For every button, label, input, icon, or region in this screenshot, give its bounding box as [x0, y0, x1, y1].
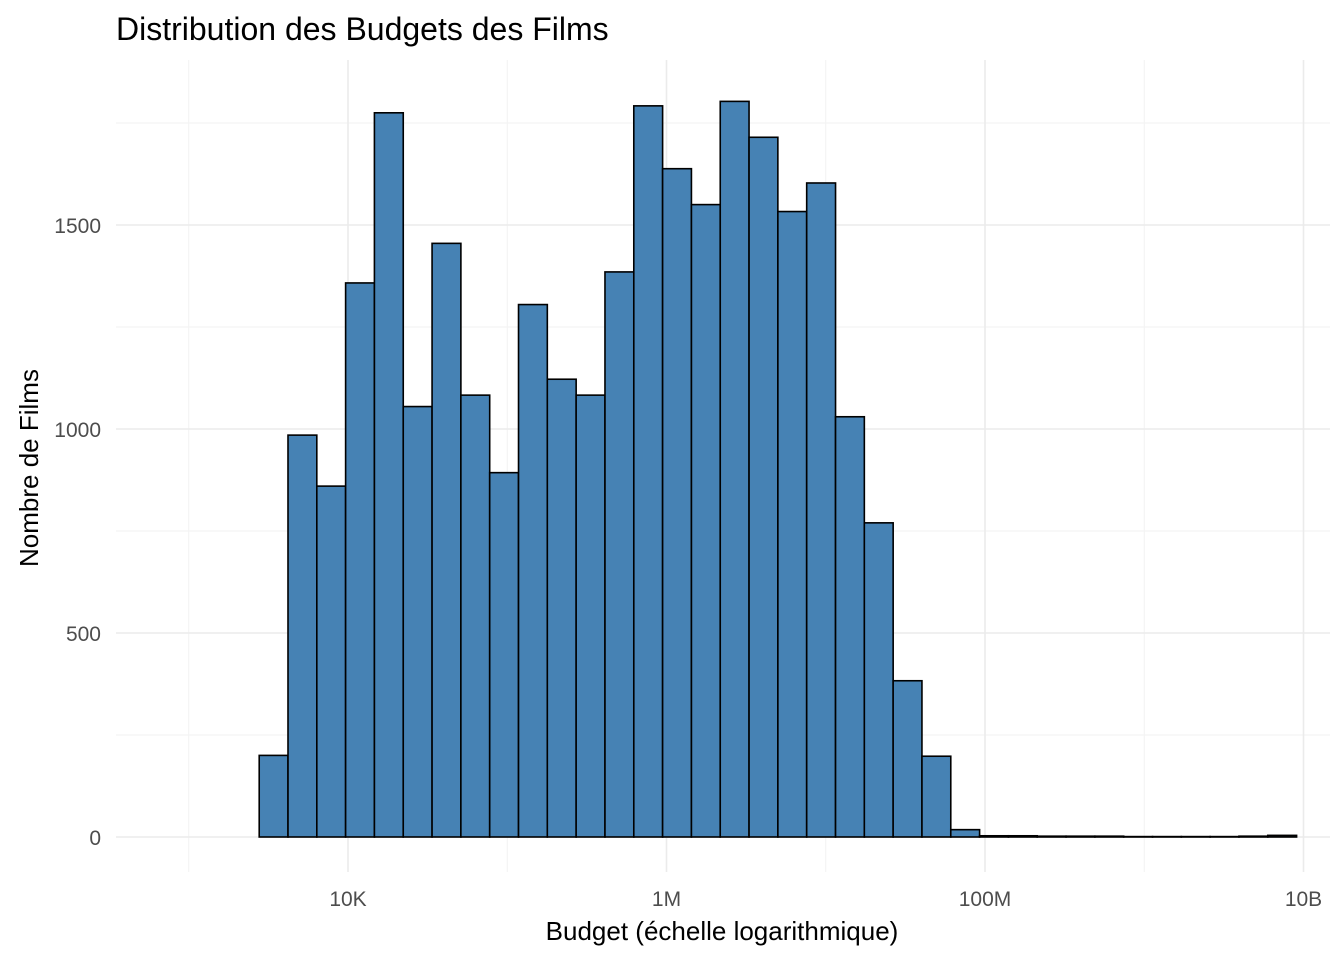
x-tick-label: 100M [959, 888, 1012, 911]
histogram-bar [834, 415, 866, 838]
histogram-bar [1065, 835, 1096, 838]
histogram-bar [690, 203, 722, 838]
histogram-bar [373, 112, 405, 838]
histogram-bar [978, 834, 1010, 838]
histogram-bar [344, 282, 376, 838]
x-tick-label: 10B [1285, 888, 1322, 911]
histogram-bar [661, 167, 693, 838]
histogram-bar [460, 394, 491, 838]
histogram-bar [431, 242, 462, 838]
y-tick-label: 500 [66, 623, 101, 646]
histogram-bar [921, 755, 952, 838]
histogram-bar [517, 303, 549, 838]
histogram-bar [575, 394, 606, 838]
x-axis-ticks: 10K 1M 100M 10B [329, 888, 1322, 911]
x-tick-label: 10K [329, 888, 366, 911]
histogram-bar [402, 405, 433, 838]
histogram-bar [892, 679, 923, 838]
y-tick-label: 1000 [54, 419, 101, 442]
histogram-bar [632, 105, 664, 838]
bars [258, 100, 1298, 838]
chart-title: Distribution des Budgets des Films [116, 11, 609, 47]
histogram-bar [287, 434, 318, 838]
y-tick-label: 0 [89, 827, 101, 850]
histogram-bar [777, 210, 808, 838]
y-axis-ticks: 0 500 1000 1500 [54, 215, 101, 850]
histogram-bar [1238, 835, 1269, 838]
histogram-bar [1094, 835, 1125, 838]
histogram-bar [748, 136, 779, 838]
histogram-bar [949, 828, 981, 838]
histogram-bar [719, 100, 750, 838]
x-axis-title: Budget (échelle logarithmique) [546, 916, 899, 946]
histogram-bar [258, 754, 289, 838]
histogram-bar [546, 378, 577, 838]
y-tick-label: 1500 [54, 215, 101, 238]
histogram-bar [604, 271, 635, 838]
histogram-bar [1036, 835, 1067, 838]
histogram-bar [1007, 834, 1039, 838]
x-tick-label: 1M [652, 888, 681, 911]
histogram-bar [316, 485, 347, 838]
histogram-bar [488, 471, 520, 838]
histogram-bar [863, 522, 894, 838]
histogram-bar [1266, 834, 1298, 838]
histogram-bar [805, 182, 837, 838]
y-axis-title: Nombre de Films [14, 369, 44, 567]
